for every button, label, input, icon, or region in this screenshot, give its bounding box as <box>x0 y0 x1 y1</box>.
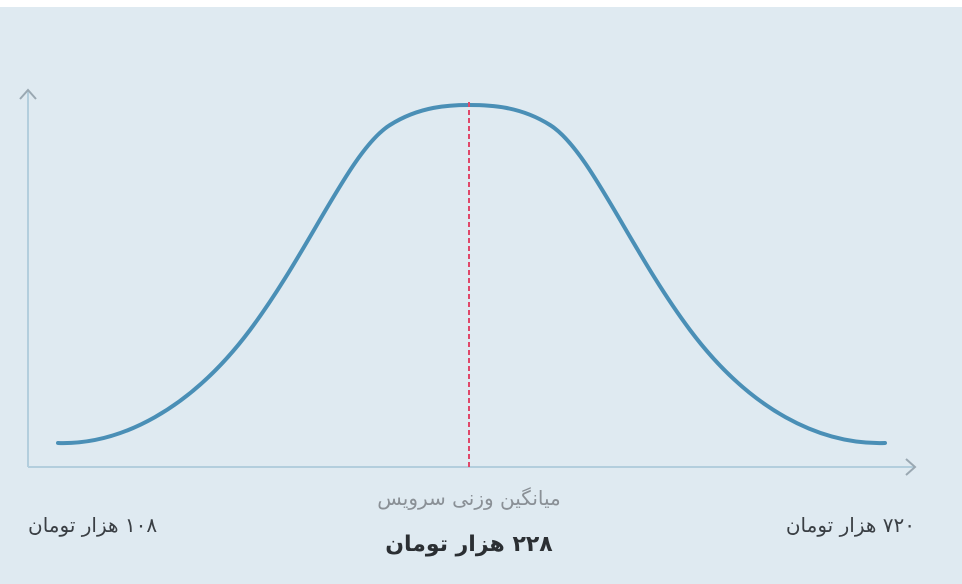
y-axis-arrow <box>19 88 37 100</box>
max-label: ۷۲۰ هزار تومان <box>785 513 915 537</box>
x-axis-arrow <box>905 458 917 476</box>
min-label: ۱۰۸ هزار تومان <box>28 513 158 537</box>
chart-panel <box>0 7 962 584</box>
mean-caption: میانگین وزنی سرویس <box>377 486 561 510</box>
bell-curve <box>56 102 887 446</box>
mean-value: ۲۲۸ هزار تومان <box>385 532 553 557</box>
